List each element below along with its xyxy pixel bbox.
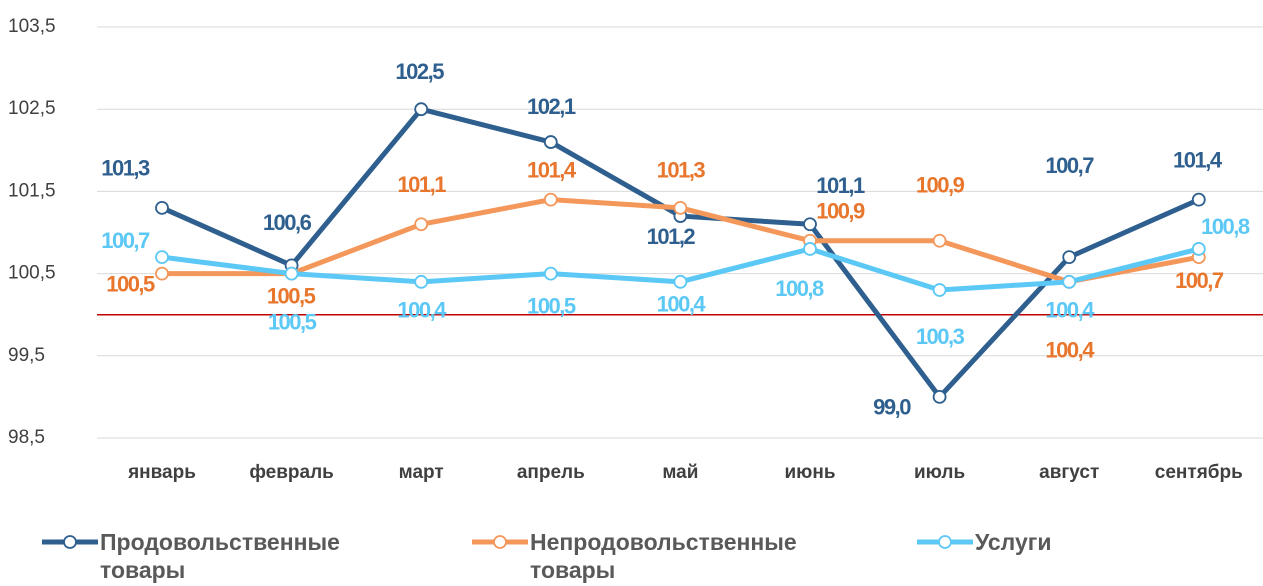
data-label: 101,4 bbox=[527, 157, 577, 182]
x-tick-label: февраль bbox=[249, 462, 334, 483]
x-tick-label: апрель bbox=[517, 462, 585, 483]
marker bbox=[932, 283, 947, 297]
y-tick-label: 102,5 bbox=[8, 98, 56, 119]
marker bbox=[155, 250, 169, 265]
data-label: 99,0 bbox=[873, 395, 911, 420]
marker bbox=[414, 102, 429, 117]
data-label: 100,9 bbox=[916, 173, 965, 198]
legend-label: Непродовольственные товары bbox=[530, 529, 797, 583]
data-label: 100,4 bbox=[657, 292, 707, 317]
legend-swatch bbox=[42, 535, 98, 549]
legend-item: Продовольственные товары bbox=[40, 528, 430, 584]
data-label: 101,1 bbox=[816, 173, 865, 198]
legend-swatch bbox=[472, 535, 528, 549]
marker bbox=[803, 242, 817, 256]
data-label: 100,6 bbox=[263, 210, 312, 235]
marker bbox=[932, 233, 947, 248]
marker bbox=[932, 389, 947, 404]
legend-swatch bbox=[917, 535, 973, 549]
x-tick-label: август bbox=[1039, 462, 1099, 483]
marker bbox=[1062, 274, 1077, 289]
x-tick-label: июль bbox=[914, 462, 965, 483]
data-label: 101,4 bbox=[1173, 147, 1223, 172]
marker bbox=[414, 274, 429, 289]
data-label: 101,3 bbox=[657, 158, 706, 183]
y-tick-label: 98,5 bbox=[8, 427, 45, 448]
data-label: 100,4 bbox=[1045, 298, 1095, 323]
series-line bbox=[160, 106, 1200, 400]
marker bbox=[155, 200, 169, 215]
data-label: 100,3 bbox=[916, 324, 965, 349]
x-tick-label: май bbox=[662, 462, 698, 483]
data-label: 102,1 bbox=[527, 94, 576, 119]
marker bbox=[543, 266, 558, 281]
data-label: 101,3 bbox=[101, 156, 150, 181]
data-label: 100,7 bbox=[1175, 268, 1224, 293]
legend-item: Услуги bbox=[915, 528, 1263, 556]
marker bbox=[155, 266, 169, 281]
data-label: 100,4 bbox=[397, 298, 447, 323]
y-tick-label: 101,5 bbox=[8, 180, 56, 201]
plot: 98,5 99,5 100,5 101,5 102,5 103,5 январь феврал… bbox=[8, 16, 1263, 483]
marker bbox=[803, 217, 817, 232]
marker bbox=[673, 200, 688, 215]
x-tick-label: июнь bbox=[784, 462, 835, 483]
data-label: 100,5 bbox=[267, 283, 316, 308]
x-tick-label: сентябрь bbox=[1155, 462, 1243, 483]
data-label: 100,4 bbox=[1045, 338, 1095, 363]
legend-label: Продовольственные товары bbox=[100, 529, 340, 583]
marker bbox=[1191, 242, 1206, 256]
y-tick-label: 100,5 bbox=[8, 263, 56, 284]
data-label: 100,5 bbox=[527, 293, 576, 318]
data-label: 100,9 bbox=[816, 199, 865, 224]
data-label: 100,5 bbox=[268, 309, 317, 334]
data-label: 100,5 bbox=[106, 271, 155, 296]
data-label: 101,1 bbox=[397, 172, 446, 197]
y-tick-label: 99,5 bbox=[8, 345, 45, 366]
legend-label: Услуги bbox=[975, 529, 1052, 555]
marker bbox=[1062, 250, 1077, 265]
data-label: 100,7 bbox=[1045, 153, 1094, 178]
y-tick-label: 103,5 bbox=[8, 16, 56, 37]
data-label: 100,7 bbox=[101, 228, 150, 253]
data-label: 102,5 bbox=[395, 59, 444, 84]
marker bbox=[1191, 192, 1206, 207]
marker bbox=[673, 274, 688, 289]
x-tick-label: январь bbox=[127, 462, 196, 483]
marker bbox=[414, 217, 429, 232]
legend-item: Непродовольственные товары bbox=[470, 528, 860, 584]
marker bbox=[543, 192, 558, 207]
data-label: 100,8 bbox=[775, 276, 824, 301]
data-label: 100,8 bbox=[1201, 214, 1250, 239]
data-label: 101,2 bbox=[647, 224, 696, 249]
marker bbox=[284, 266, 299, 281]
marker bbox=[543, 135, 558, 149]
x-tick-label: март bbox=[399, 462, 444, 483]
